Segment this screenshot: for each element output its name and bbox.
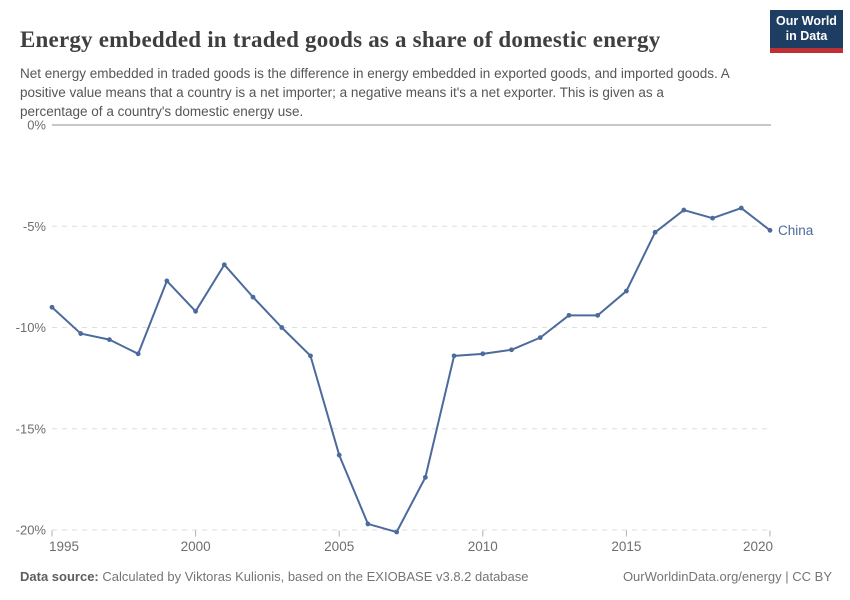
- owid-logo-line1: Our World: [776, 14, 837, 28]
- owid-logo-line2: in Data: [785, 29, 828, 43]
- y-axis-tick-label: -5%: [23, 219, 47, 234]
- series-end-label: China: [778, 223, 814, 238]
- x-axis-tick-label: 2005: [324, 539, 354, 554]
- owid-logo: Our World in Data: [770, 10, 843, 53]
- data-point: [422, 474, 428, 480]
- owid-url-license[interactable]: OurWorldinData.org/energy | CC BY: [622, 569, 832, 584]
- data-point: [624, 288, 629, 294]
- x-axis-tick-label: 1995: [49, 539, 79, 554]
- data-point: [566, 312, 572, 318]
- x-axis-tick-label: 2020: [743, 539, 773, 554]
- data-point: [451, 353, 457, 359]
- data-point: [652, 229, 658, 235]
- data-point: [365, 521, 371, 527]
- data-point: [336, 452, 342, 458]
- y-axis-tick-label: -20%: [16, 523, 47, 538]
- data-point: [480, 351, 486, 357]
- chart-footer: Data source: Calculated by Viktoras Kuli…: [20, 569, 832, 584]
- y-axis-tick-label: 0%: [27, 118, 46, 133]
- data-point: [164, 278, 170, 284]
- data-source-label: Data source:: [20, 569, 99, 584]
- page-title: Energy embedded in traded goods as a sha…: [20, 27, 661, 53]
- data-source-note: Data source: Calculated by Viktoras Kuli…: [20, 569, 529, 584]
- data-point: [279, 325, 285, 330]
- data-point: [49, 304, 55, 310]
- data-point: [537, 335, 543, 341]
- y-axis-tick-label: -15%: [16, 421, 47, 436]
- data-point: [193, 308, 199, 314]
- data-point: [107, 337, 112, 343]
- data-point: [250, 294, 256, 300]
- data-point: [394, 529, 400, 535]
- data-point: [135, 351, 141, 357]
- series-line-china: [51, 207, 771, 534]
- data-point: [710, 215, 715, 221]
- data-point: [221, 262, 227, 268]
- chart-subtitle: Net energy embedded in traded goods is t…: [20, 65, 729, 119]
- data-point: [509, 347, 514, 353]
- data-point: [681, 207, 687, 213]
- data-point: [78, 331, 84, 336]
- x-axis-tick-label: 2000: [181, 539, 211, 554]
- data-point: [308, 353, 313, 359]
- data-point: [595, 312, 601, 318]
- data-point: [767, 227, 773, 233]
- y-axis-tick-label: -10%: [16, 320, 47, 335]
- x-axis-tick-label: 2015: [611, 539, 641, 554]
- x-axis-tick-label: 2010: [468, 539, 498, 554]
- data-point: [738, 205, 744, 211]
- data-source-text: Calculated by Viktoras Kulionis, based o…: [98, 569, 529, 584]
